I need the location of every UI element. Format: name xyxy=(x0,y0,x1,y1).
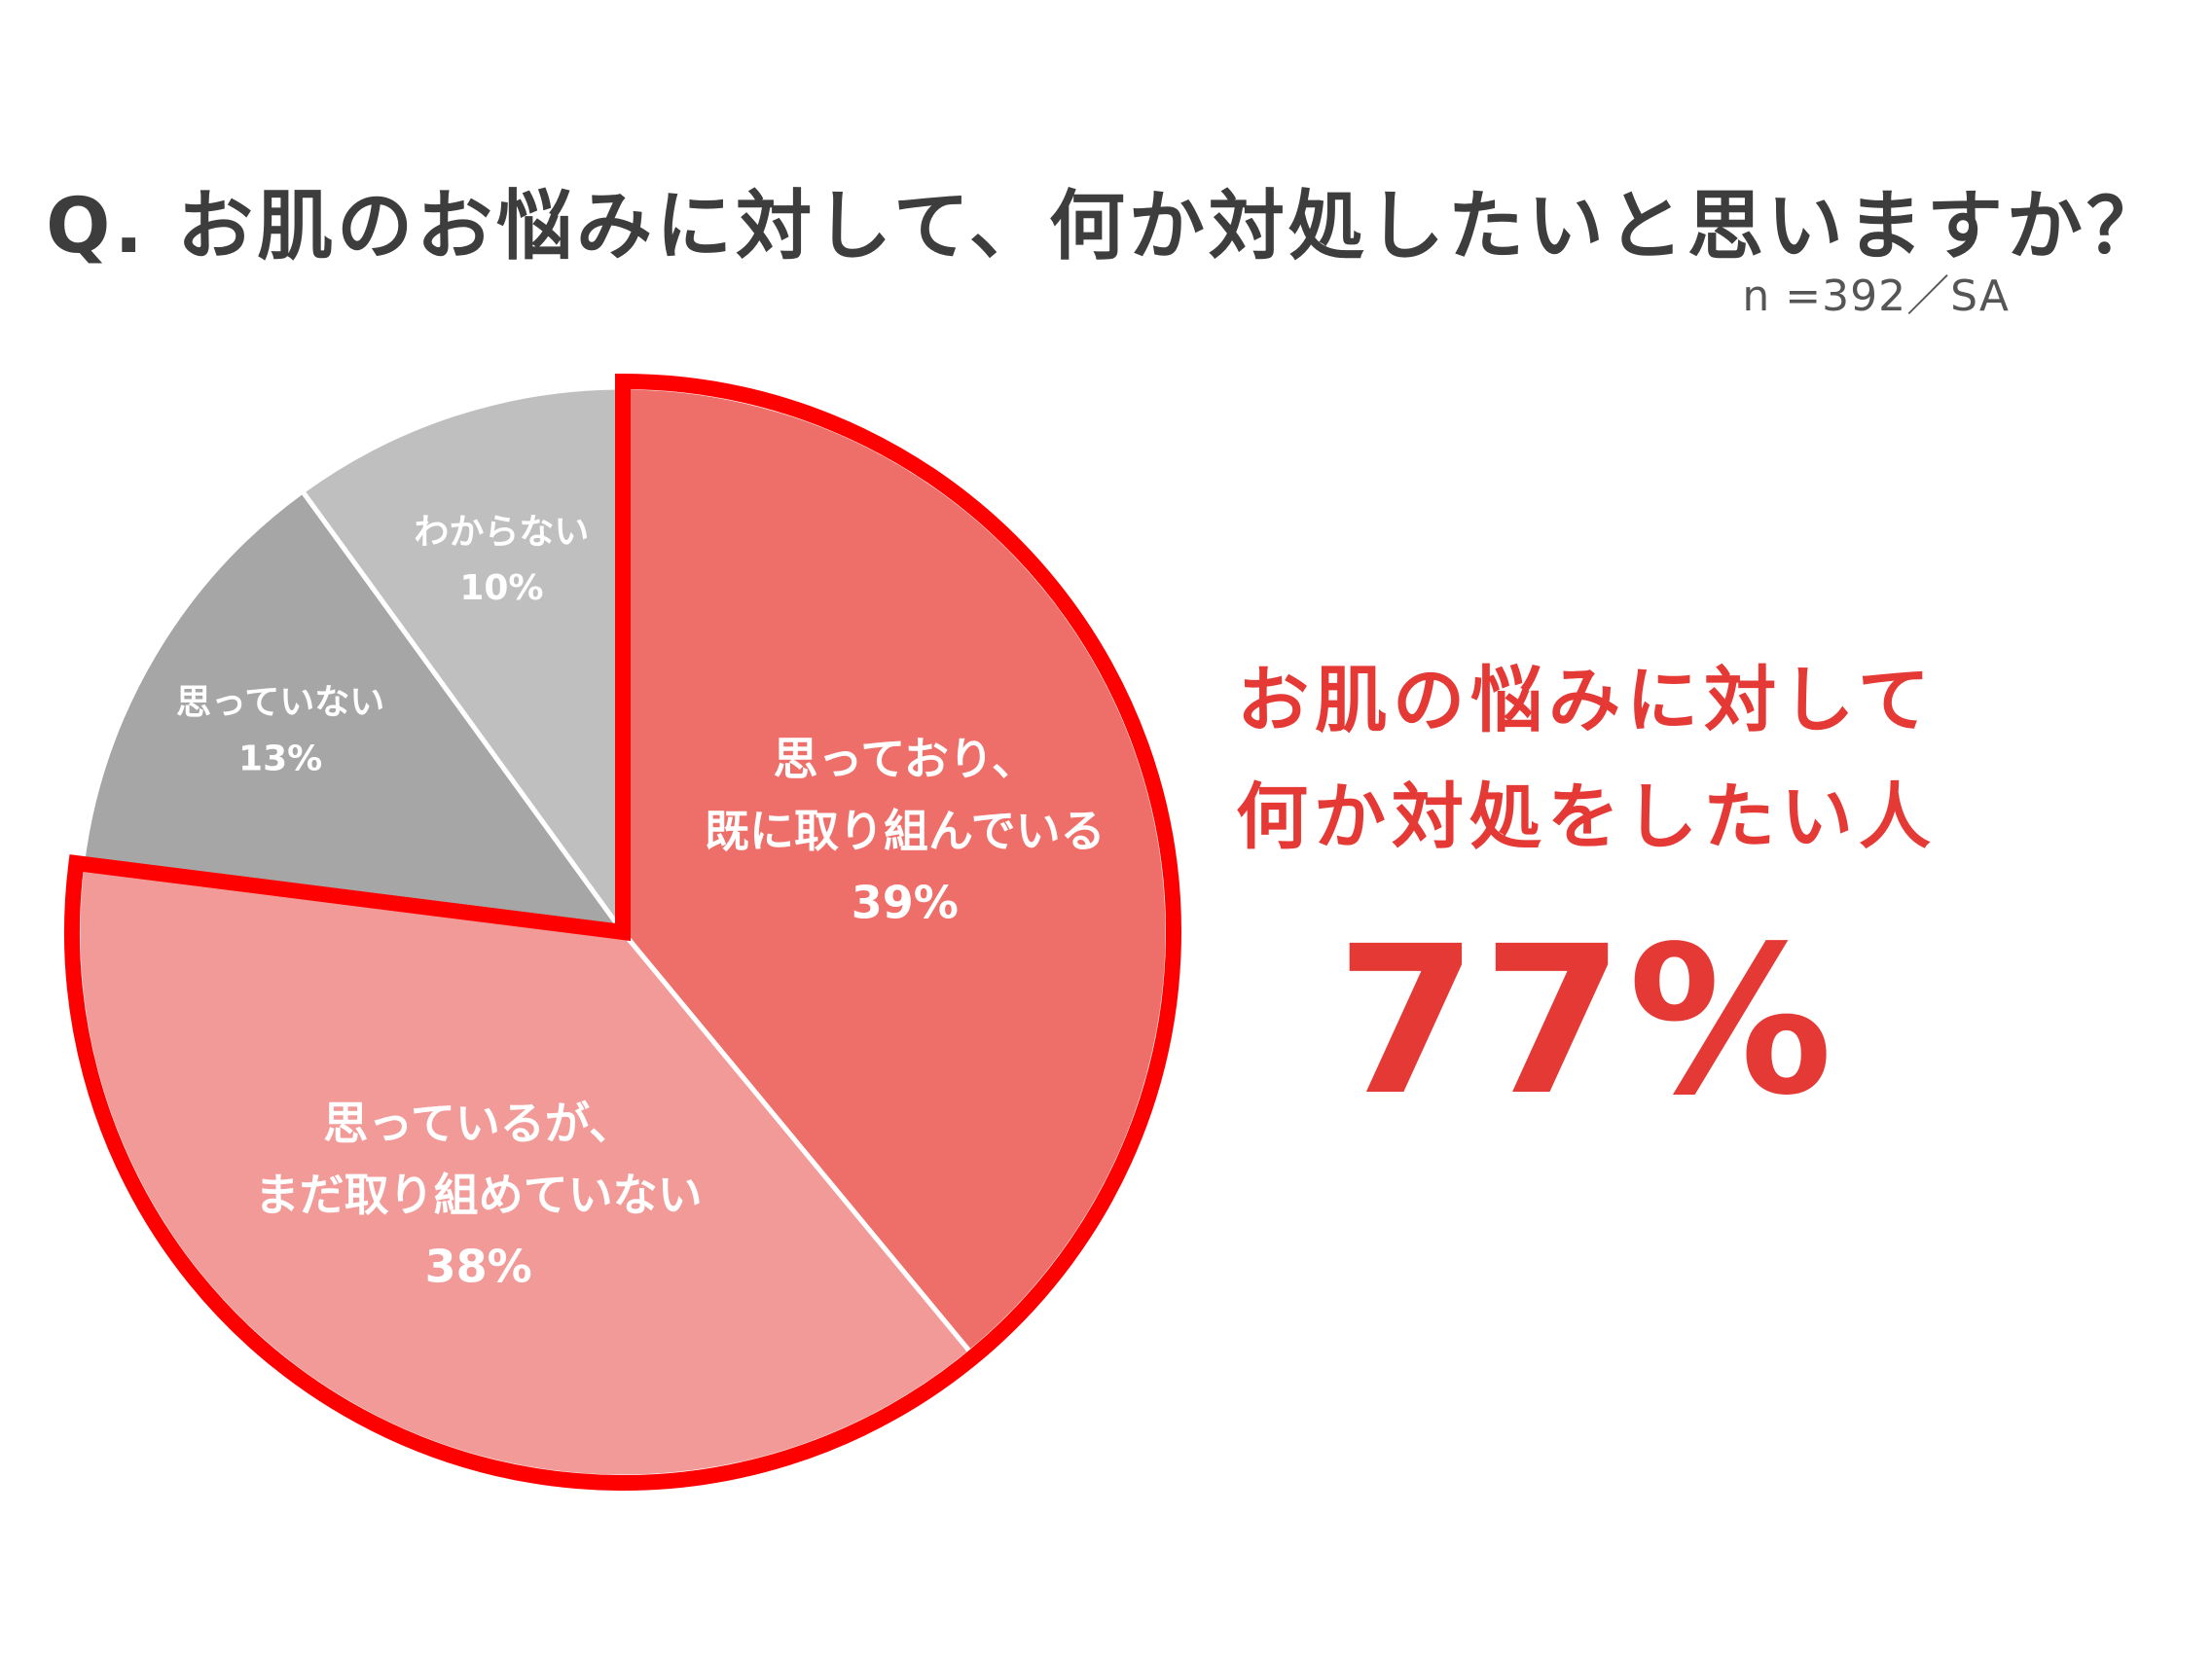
pie-slice-4 xyxy=(299,384,626,940)
slice-percent-label-1: 39% xyxy=(852,876,959,928)
pie-chart: 思っており、既に取り組んでいる 39% 思っているが、まだ取り組めていない 38% 思っ… xyxy=(64,373,1181,1491)
slice-category-label-1: 思っており、 xyxy=(774,733,1036,785)
slice-category-label-4: わからない xyxy=(414,512,589,552)
slice-category-label-1: 既に取り組んでいる xyxy=(705,805,1106,857)
pie-slice-3 xyxy=(79,487,629,936)
highlight-line-2: 何か対処をしたい人 xyxy=(1236,775,1937,859)
slice-category-label-2: 思っているが、 xyxy=(323,1097,634,1149)
chart-title: Q. お肌のお悩みに対して、何か対処したいと思いますか？ xyxy=(46,183,2166,270)
slice-percent-label-2: 38% xyxy=(425,1241,532,1293)
slice-percent-label-4: 10% xyxy=(459,568,543,608)
highlight-block: お肌の悩みに対して 何か対処をしたい人 77% xyxy=(1207,642,1966,1129)
slice-category-label-3: 思っていない xyxy=(176,683,384,723)
highlight-line-1: お肌の悩みに対して xyxy=(1237,659,1936,742)
slice-percent-label-3: 13% xyxy=(238,739,322,778)
sample-size-note: n =392／SA xyxy=(1742,271,2010,321)
highlight-value: 77% xyxy=(1335,902,1837,1140)
slice-category-label-2: まだ取り組めていない xyxy=(255,1169,703,1221)
highlight-outline xyxy=(64,373,1181,1491)
